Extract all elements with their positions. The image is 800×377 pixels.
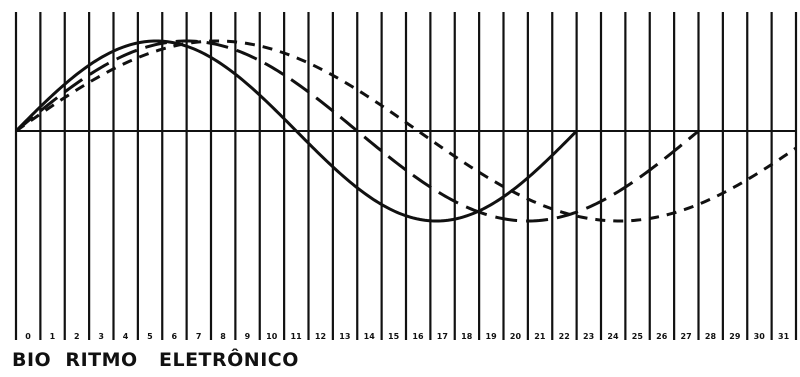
tick-label-day-22: 22 (559, 332, 570, 341)
tick-label-day-11: 11 (291, 332, 303, 341)
curve-solid-period-23 (14, 39, 578, 223)
tick-label-day-20: 20 (510, 332, 522, 341)
tick-label-day-9: 9 (245, 332, 251, 341)
tick-label-day-18: 18 (461, 332, 473, 341)
day-gridlines (14, 12, 798, 340)
tick-label-day-25: 25 (632, 332, 644, 341)
tick-label-day-27: 27 (681, 332, 692, 341)
biorhythm-curves (14, 39, 797, 223)
tick-label-day-31: 31 (778, 332, 790, 341)
day-tick-labels: 0 1 2 3 4 5 6 7 8 9 10 11 12 13 14 15 16 17 18 19 20 21 22 23 24… (25, 332, 790, 341)
tick-label-day-4: 4 (123, 332, 129, 341)
tick-label-day-8: 8 (220, 332, 226, 341)
tick-label-day-30: 30 (754, 332, 766, 341)
tick-label-day-16: 16 (412, 332, 424, 341)
tick-label-day-2: 2 (74, 332, 80, 341)
curve-dashed-period-28 (15, 39, 700, 223)
tick-label-day-5: 5 (147, 332, 153, 341)
tick-label-day-7: 7 (196, 332, 202, 341)
tick-label-day-15: 15 (388, 332, 400, 341)
tick-label-day-14: 14 (364, 332, 376, 341)
tick-label-day-24: 24 (607, 332, 619, 341)
tick-label-day-10: 10 (266, 332, 278, 341)
tick-label-day-21: 21 (534, 332, 546, 341)
tick-label-day-13: 13 (339, 332, 350, 341)
tick-label-day-19: 19 (486, 332, 498, 341)
chart-caption: BIO RITMO ELETRÔNICO (12, 349, 299, 371)
tick-label-day-12: 12 (315, 332, 326, 341)
tick-label-day-6: 6 (171, 332, 177, 341)
tick-label-day-3: 3 (98, 332, 104, 341)
tick-label-day-26: 26 (656, 332, 668, 341)
tick-label-day-0: 0 (25, 332, 31, 341)
tick-label-day-1: 1 (50, 332, 56, 341)
tick-label-day-17: 17 (437, 332, 448, 341)
tick-label-day-23: 23 (583, 332, 594, 341)
tick-label-day-29: 29 (729, 332, 741, 341)
curve-dotted-period-33 (15, 39, 797, 223)
tick-label-day-28: 28 (705, 332, 717, 341)
